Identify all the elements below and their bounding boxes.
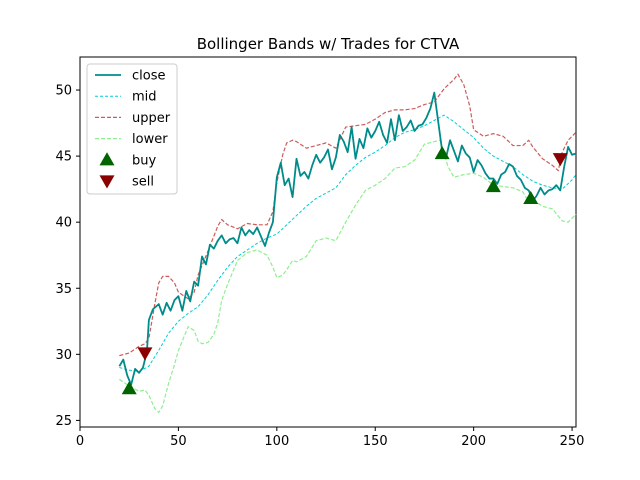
y-tick-label: 40 <box>55 216 72 231</box>
plot-frame <box>79 56 577 428</box>
legend-sell-label: sell <box>132 175 154 190</box>
series-mid-line <box>119 114 577 372</box>
y-tick-label: 30 <box>55 348 72 363</box>
buy-marker <box>121 381 137 395</box>
chart-title: Bollinger Bands w/ Trades for CTVA <box>197 35 460 53</box>
x-tick-label: 100 <box>264 434 289 449</box>
x-tick-label: 200 <box>461 434 486 449</box>
plot-area <box>79 56 577 428</box>
x-tick-label: 50 <box>170 434 187 449</box>
buy-marker <box>523 190 539 205</box>
buy-marker <box>434 145 450 160</box>
legend: close mid upper lower buy sell <box>86 63 178 195</box>
series-layer <box>118 73 577 414</box>
y-tick-label: 45 <box>55 150 72 165</box>
y-tick-label: 50 <box>55 84 72 99</box>
x-tick-label: 150 <box>363 434 388 449</box>
x-tick-label: 0 <box>76 434 84 449</box>
sell-marker <box>137 347 153 361</box>
axes: 0 50 100 150 200 250 25 30 35 40 45 50 <box>55 84 584 449</box>
legend-mid-label: mid <box>132 90 157 105</box>
legend-buy-symbol <box>99 152 115 166</box>
legend-upper-label: upper <box>132 111 171 126</box>
trade-markers <box>121 145 568 395</box>
legend-buy-label: buy <box>132 153 156 168</box>
series-lower-line <box>119 139 577 414</box>
legend-close-label: close <box>132 69 165 84</box>
x-tick-label: 250 <box>560 434 585 449</box>
y-tick-label: 35 <box>55 282 72 297</box>
series-close-line <box>118 91 577 386</box>
sell-marker <box>552 153 568 167</box>
y-tick-label: 25 <box>55 414 72 429</box>
series-upper-line <box>119 73 577 357</box>
buy-marker <box>485 179 501 193</box>
legend-sell-symbol <box>99 175 115 189</box>
legend-lower-label: lower <box>132 132 168 147</box>
